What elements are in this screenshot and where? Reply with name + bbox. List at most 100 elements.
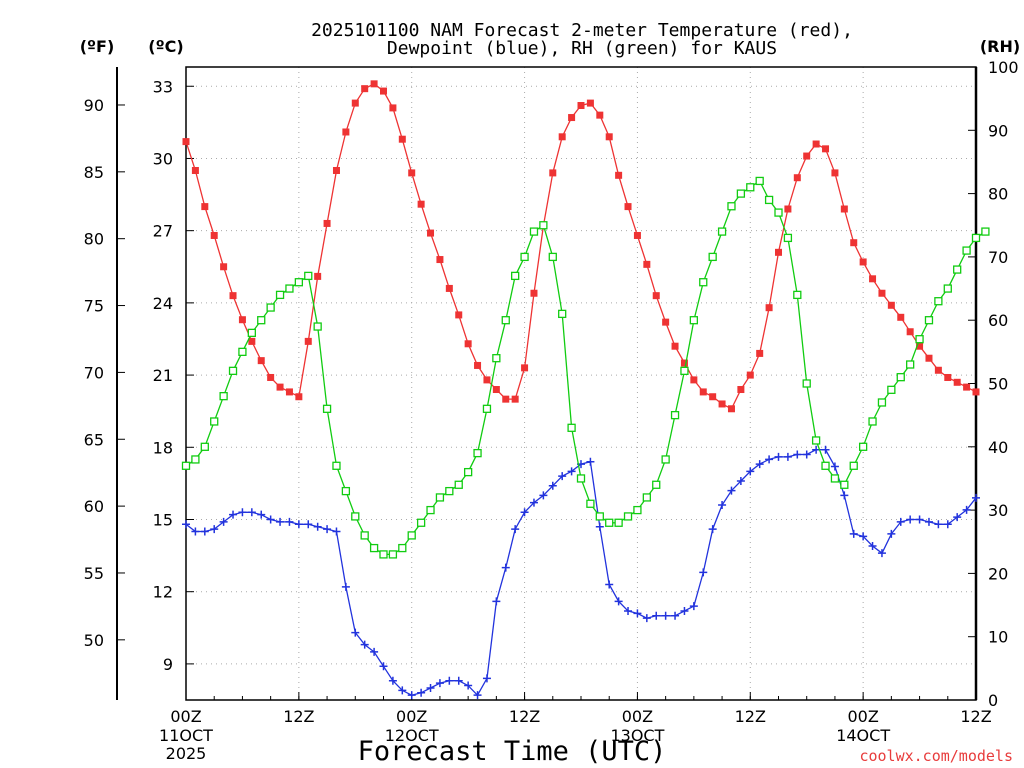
rh-tick-label: 10	[988, 628, 1008, 647]
x-tick-time-label: 12Z	[283, 707, 314, 726]
temperature-point	[568, 114, 576, 122]
temperature-point	[605, 133, 613, 141]
rh-tick-label: 100	[988, 58, 1019, 77]
temperature-point	[840, 205, 848, 213]
temperature-point	[633, 231, 641, 239]
rh-point	[247, 328, 256, 338]
dewpoint-point	[924, 517, 933, 526]
dewpoint-point	[774, 452, 783, 461]
temperature-point	[662, 318, 670, 326]
celsius-axis: 9 12 15 18 21 24 27 30 33	[153, 77, 194, 674]
dewpoint-point	[247, 508, 256, 517]
c-tick-label: 30	[153, 149, 173, 168]
rh-point	[915, 335, 924, 344]
rh-point	[981, 227, 990, 236]
temperature-point	[361, 85, 369, 93]
dewpoint-point	[529, 498, 538, 507]
c-tick-label: 12	[153, 583, 173, 602]
rh-point	[285, 284, 294, 293]
f-tick-label: 70	[84, 363, 104, 382]
dewpoint-point	[962, 505, 971, 514]
rh-point	[764, 195, 774, 205]
dewpoint-point	[520, 508, 529, 517]
rh-tick-label: 90	[988, 121, 1008, 140]
dewpoint-point	[680, 606, 689, 615]
x-tick-time-label: 12Z	[509, 707, 540, 726]
rh-point	[877, 398, 887, 407]
c-tick-label: 15	[153, 510, 173, 529]
dewpoint-point	[219, 517, 228, 526]
rh-point	[379, 550, 388, 559]
temperature-point	[822, 145, 830, 153]
temperature-point	[746, 371, 754, 379]
rh-point	[426, 505, 435, 515]
rh-point	[492, 354, 501, 363]
c-tick-label: 18	[153, 438, 173, 457]
x-tick-time-label: 00Z	[170, 707, 201, 726]
rh-point	[633, 505, 642, 515]
temperature-point	[934, 366, 942, 374]
dewpoint-point	[934, 520, 943, 529]
temperature-point	[502, 395, 510, 403]
dewpoint-point	[812, 445, 821, 454]
rh-point	[407, 531, 416, 540]
fahrenheit-axis-unit: (ºF)	[80, 37, 115, 56]
temperature-point	[756, 349, 764, 357]
dewpoint-point	[417, 688, 426, 697]
rh-point	[219, 392, 228, 401]
dewpoint-point	[558, 472, 567, 481]
dewpoint-point	[783, 452, 792, 461]
series-group	[181, 80, 990, 700]
temperature-point	[727, 405, 735, 413]
dewpoint-point	[539, 491, 548, 500]
rh-point	[482, 404, 492, 413]
rh-point	[210, 417, 219, 426]
f-tick-label: 50	[84, 631, 104, 650]
rh-point	[971, 233, 981, 243]
temperature-point	[925, 354, 933, 362]
dewpoint-point	[877, 549, 886, 558]
rh-point	[746, 183, 755, 192]
rh-point	[257, 316, 266, 325]
rh-axis-unit: (RH)	[980, 37, 1020, 56]
rh-point	[341, 486, 351, 496]
temperature-point	[445, 284, 453, 292]
temperature-point	[671, 342, 679, 350]
dewpoint-point	[454, 676, 463, 685]
temperature-point	[408, 169, 416, 177]
temperature-point	[784, 205, 792, 213]
temperature-point	[370, 80, 378, 88]
rh-point	[238, 347, 247, 357]
temperature-point	[389, 104, 397, 112]
dewpoint-point	[276, 517, 285, 526]
temperature-point	[586, 99, 594, 107]
rh-point	[181, 461, 191, 470]
rh-point	[802, 379, 811, 388]
temperature-point	[483, 376, 491, 384]
temperature-point	[690, 376, 698, 384]
dewpoint-point	[182, 520, 190, 529]
temperature-point	[248, 337, 256, 345]
temperature-point	[238, 316, 246, 324]
rh-tick-label: 70	[988, 248, 1008, 267]
temperature-point	[267, 373, 275, 381]
x-tick-date-label: 11OCT	[159, 726, 213, 745]
dewpoint-point	[210, 525, 219, 534]
temperature-point	[314, 272, 322, 280]
rh-point	[642, 493, 651, 502]
dewpoint-point	[887, 529, 896, 538]
temperature-point	[455, 311, 463, 319]
dewpoint-point	[689, 602, 698, 611]
temperature-point	[220, 263, 228, 271]
dewpoint-point	[765, 455, 774, 464]
rh-tick-label: 60	[988, 311, 1008, 330]
rh-point	[614, 518, 623, 527]
rh-point	[294, 278, 304, 287]
dewpoint-point	[332, 527, 341, 536]
dewpoint-point	[313, 522, 322, 531]
fahrenheit-axis: 50 55 60 65 70 75 80 85 90	[84, 96, 125, 650]
dewpoint-point	[896, 517, 905, 526]
temperature-point	[737, 386, 745, 394]
dewpoint-point	[953, 513, 962, 522]
